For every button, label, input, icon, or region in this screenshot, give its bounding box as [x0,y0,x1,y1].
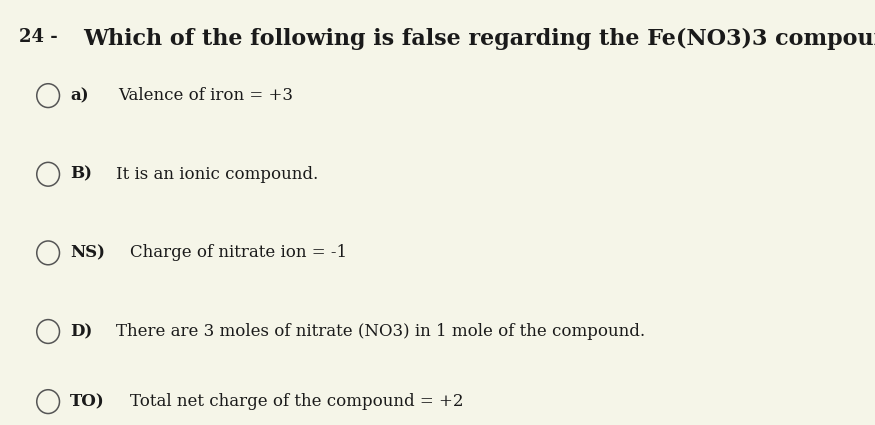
Text: Valence of iron = +3: Valence of iron = +3 [118,87,293,104]
Text: NS): NS) [70,244,105,261]
Text: Total net charge of the compound = +2: Total net charge of the compound = +2 [130,393,463,410]
Text: B): B) [70,166,92,183]
Text: Which of the following is false regarding the Fe(NO3)3 compound?: Which of the following is false regardin… [83,28,875,50]
Text: D): D) [70,323,93,340]
Text: There are 3 moles of nitrate (NO3) in 1 mole of the compound.: There are 3 moles of nitrate (NO3) in 1 … [116,323,645,340]
Text: TO): TO) [70,393,105,410]
Text: It is an ionic compound.: It is an ionic compound. [116,166,318,183]
Text: 24 -: 24 - [19,28,58,45]
Text: Charge of nitrate ion = -1: Charge of nitrate ion = -1 [130,244,346,261]
Text: a): a) [70,87,88,104]
